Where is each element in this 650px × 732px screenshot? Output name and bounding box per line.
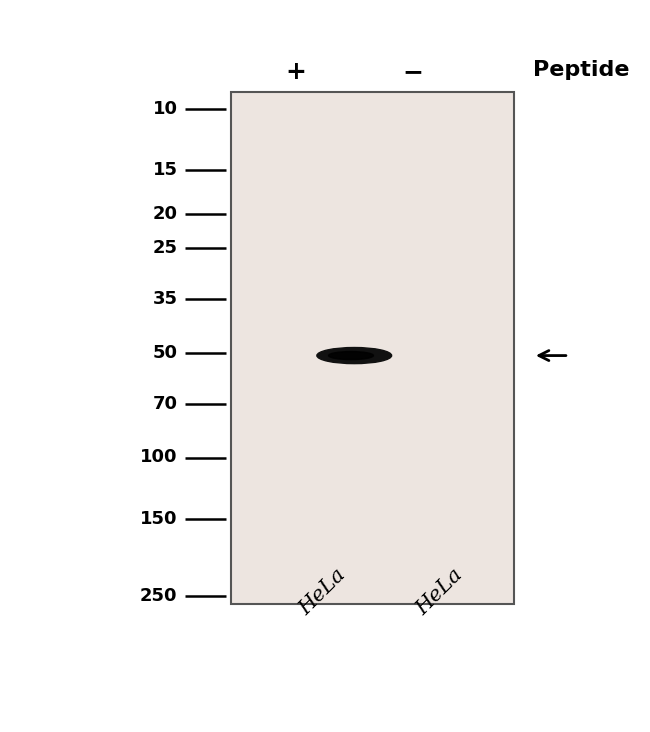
Text: 15: 15 <box>153 161 177 179</box>
Text: 250: 250 <box>140 587 177 605</box>
Text: 100: 100 <box>140 449 177 466</box>
Text: 25: 25 <box>153 239 177 257</box>
Text: 70: 70 <box>153 395 177 413</box>
Text: +: + <box>285 60 306 84</box>
Text: HeLa: HeLa <box>413 565 467 619</box>
Text: 150: 150 <box>140 510 177 528</box>
Text: 50: 50 <box>153 343 177 362</box>
Text: Peptide: Peptide <box>533 60 629 80</box>
Text: HeLa: HeLa <box>296 565 350 619</box>
Text: −: − <box>402 60 423 84</box>
Text: 10: 10 <box>153 100 177 118</box>
Bar <box>231 92 514 604</box>
Ellipse shape <box>317 348 391 364</box>
Text: 35: 35 <box>153 290 177 307</box>
Ellipse shape <box>328 351 373 359</box>
Text: 20: 20 <box>153 205 177 223</box>
